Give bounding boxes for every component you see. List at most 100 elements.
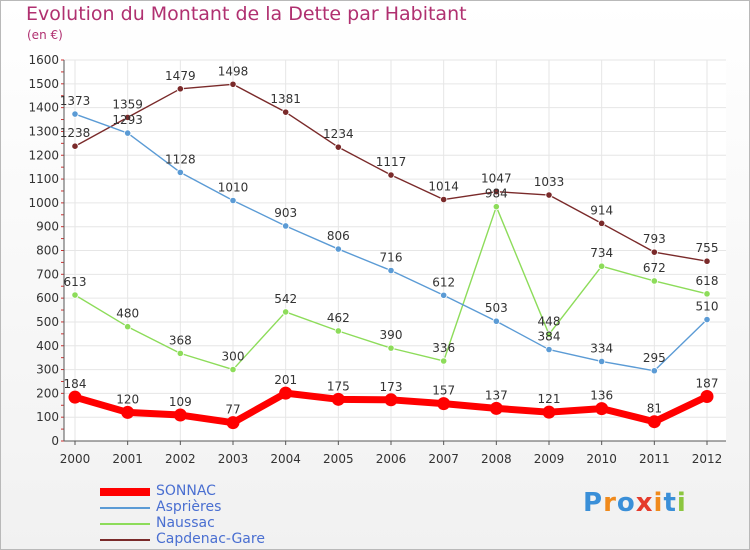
data-label: 81 [647,402,662,416]
data-label: 510 [696,300,719,314]
data-label: 390 [380,328,403,342]
data-point [595,402,609,416]
data-point [124,129,132,137]
y-tick-label: 300 [36,363,59,377]
data-point [229,365,237,374]
logo-letter: P [583,488,604,518]
x-tick-label: 2009 [534,452,565,466]
data-point [440,195,448,204]
y-tick-label: 800 [36,244,59,258]
data-point [703,257,711,265]
y-tick-label: 700 [36,267,59,281]
data-point [650,248,658,256]
chart-subtitle: (en €) [27,28,63,42]
data-point [279,386,293,400]
data-point [229,196,237,205]
legend-swatch [100,488,150,496]
data-label: 173 [380,380,403,394]
data-label: 462 [327,311,350,325]
y-tick-label: 500 [36,315,59,329]
data-point [176,349,184,357]
data-label: 1498 [218,64,249,78]
y-tick-label: 0 [51,434,59,448]
data-point [545,345,553,354]
data-point [229,80,237,88]
data-label: 806 [327,229,350,243]
data-label: 184 [64,377,87,391]
y-tick-label: 100 [36,410,59,424]
data-label: 480 [116,307,139,321]
data-label: 914 [590,203,613,217]
legend-swatch [100,507,150,509]
line-chart: 0 100 200 300 400 500 600 700 800 900 1000 1100 1200… [28,53,726,466]
data-label: 295 [643,351,666,365]
data-point [492,317,500,325]
data-point [384,393,398,407]
data-label: 448 [538,314,561,328]
data-label: 300 [222,350,245,364]
data-label: 136 [590,389,613,403]
data-point [176,168,184,176]
logo-letter: r [603,488,617,518]
data-point [334,327,342,335]
data-point [71,291,79,299]
y-tick-label: 400 [36,339,59,353]
y-tick-label: 1100 [28,172,59,186]
proxiti-logo: Proxiti [583,488,687,518]
data-label: 201 [274,373,297,387]
data-label: 1117 [376,155,407,169]
data-label: 1047 [481,172,512,186]
data-label: 1359 [112,97,143,111]
data-point [598,219,606,227]
logo-letter: x [635,488,654,518]
data-point [703,290,711,298]
data-point [598,262,606,270]
data-point [334,143,342,151]
x-tick-label: 2001 [112,452,143,466]
x-tick-label: 2004 [270,452,301,466]
legend-item: Naussac [100,515,360,532]
data-point [226,416,240,430]
data-label: 1293 [112,113,143,127]
data-point [124,113,132,121]
data-point [489,401,503,415]
data-point [492,203,500,211]
data-label: 542 [274,292,297,306]
x-tick-label: 2007 [428,452,459,466]
data-label: 734 [590,246,613,260]
data-point [650,277,658,285]
data-label: 157 [432,384,455,398]
logo-letter: o [616,488,636,518]
data-label: 368 [169,333,192,347]
y-tick-label: 1000 [28,196,59,210]
data-point [542,405,556,419]
data-label: 613 [64,275,87,289]
data-label: 755 [696,241,719,255]
data-label: 121 [538,392,561,406]
data-label: 336 [432,341,455,355]
data-label: 672 [643,261,666,275]
x-tick-label: 2011 [639,452,670,466]
legend-label: Asprières [156,499,222,515]
x-tick-label: 2008 [481,452,512,466]
data-point [647,415,661,429]
data-label: 77 [225,403,240,417]
x-tick-label: 2005 [323,452,354,466]
data-point [176,85,184,93]
legend-label: Naussac [156,515,215,531]
data-label: 1238 [60,126,91,140]
data-point [598,357,606,366]
data-point [440,357,448,365]
logo-letter: i [653,488,664,518]
y-tick-label: 900 [36,220,59,234]
data-label: 1014 [428,180,459,194]
data-point [437,397,451,411]
data-label: 1033 [534,175,565,189]
data-label: 187 [696,376,719,390]
data-label: 1373 [60,94,91,108]
data-label: 793 [643,232,666,246]
y-tick-label: 1200 [28,148,59,162]
legend-item: SONNAC [100,483,360,500]
data-label: 903 [274,206,297,220]
data-label: 137 [485,388,508,402]
